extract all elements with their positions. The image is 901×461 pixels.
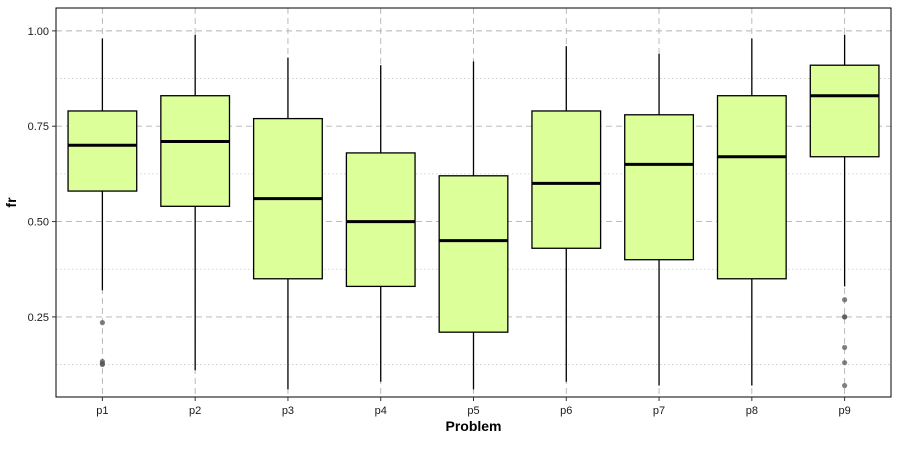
outlier-point-p9-2 <box>842 314 848 320</box>
box-p2 <box>160 34 231 371</box>
x-tick-label-p2: p2 <box>189 405 201 417</box>
iqr-box-p2 <box>160 95 231 207</box>
y-tick-label-3: 1.00 <box>28 26 49 38</box>
outlier-point-p1-3 <box>99 361 105 368</box>
box-p8 <box>716 38 787 386</box>
iqr-box-p7 <box>624 114 695 261</box>
box-p7 <box>624 53 695 386</box>
y-tick-label-0: 0.25 <box>28 312 49 324</box>
box-layer <box>67 34 880 390</box>
iqr-box-p1 <box>67 110 138 192</box>
outlier-point-p9-0 <box>842 297 848 303</box>
box-p5 <box>438 61 509 390</box>
box-p3 <box>252 57 323 390</box>
box-p1 <box>67 38 138 368</box>
x-tick-label-p9: p9 <box>838 405 850 417</box>
box-p6 <box>531 46 602 382</box>
axis-layer: 0.25 0.50 0.75 1.00 p1 p2 p3 p4 p5 p6 p7 p8 p9 <box>28 26 851 417</box>
outlier-point-p1-0 <box>99 320 105 326</box>
iqr-box-p6 <box>531 110 602 249</box>
iqr-box-p5 <box>438 175 509 333</box>
iqr-box-p8 <box>716 95 787 280</box>
x-tick-label-p3: p3 <box>282 405 294 417</box>
box-p4 <box>345 65 416 382</box>
iqr-box-p9 <box>809 64 880 158</box>
outlier-point-p9-3 <box>842 344 848 351</box>
x-axis-title: Problem <box>445 418 501 434</box>
y-axis-title: fr <box>3 197 19 208</box>
x-tick-label-p6: p6 <box>560 405 572 417</box>
x-tick-label-p8: p8 <box>746 405 758 417</box>
x-tick-label-p4: p4 <box>375 405 387 417</box>
outlier-point-p9-5 <box>842 382 848 389</box>
x-tick-label-p7: p7 <box>653 405 665 417</box>
y-tick-label-1: 0.50 <box>28 217 49 229</box>
box-p9 <box>809 34 880 389</box>
x-tick-label-p5: p5 <box>467 405 479 417</box>
x-tick-label-p1: p1 <box>96 405 108 417</box>
iqr-box-p4 <box>345 152 416 288</box>
y-tick-label-2: 0.75 <box>28 121 49 133</box>
outlier-point-p9-4 <box>842 360 848 366</box>
